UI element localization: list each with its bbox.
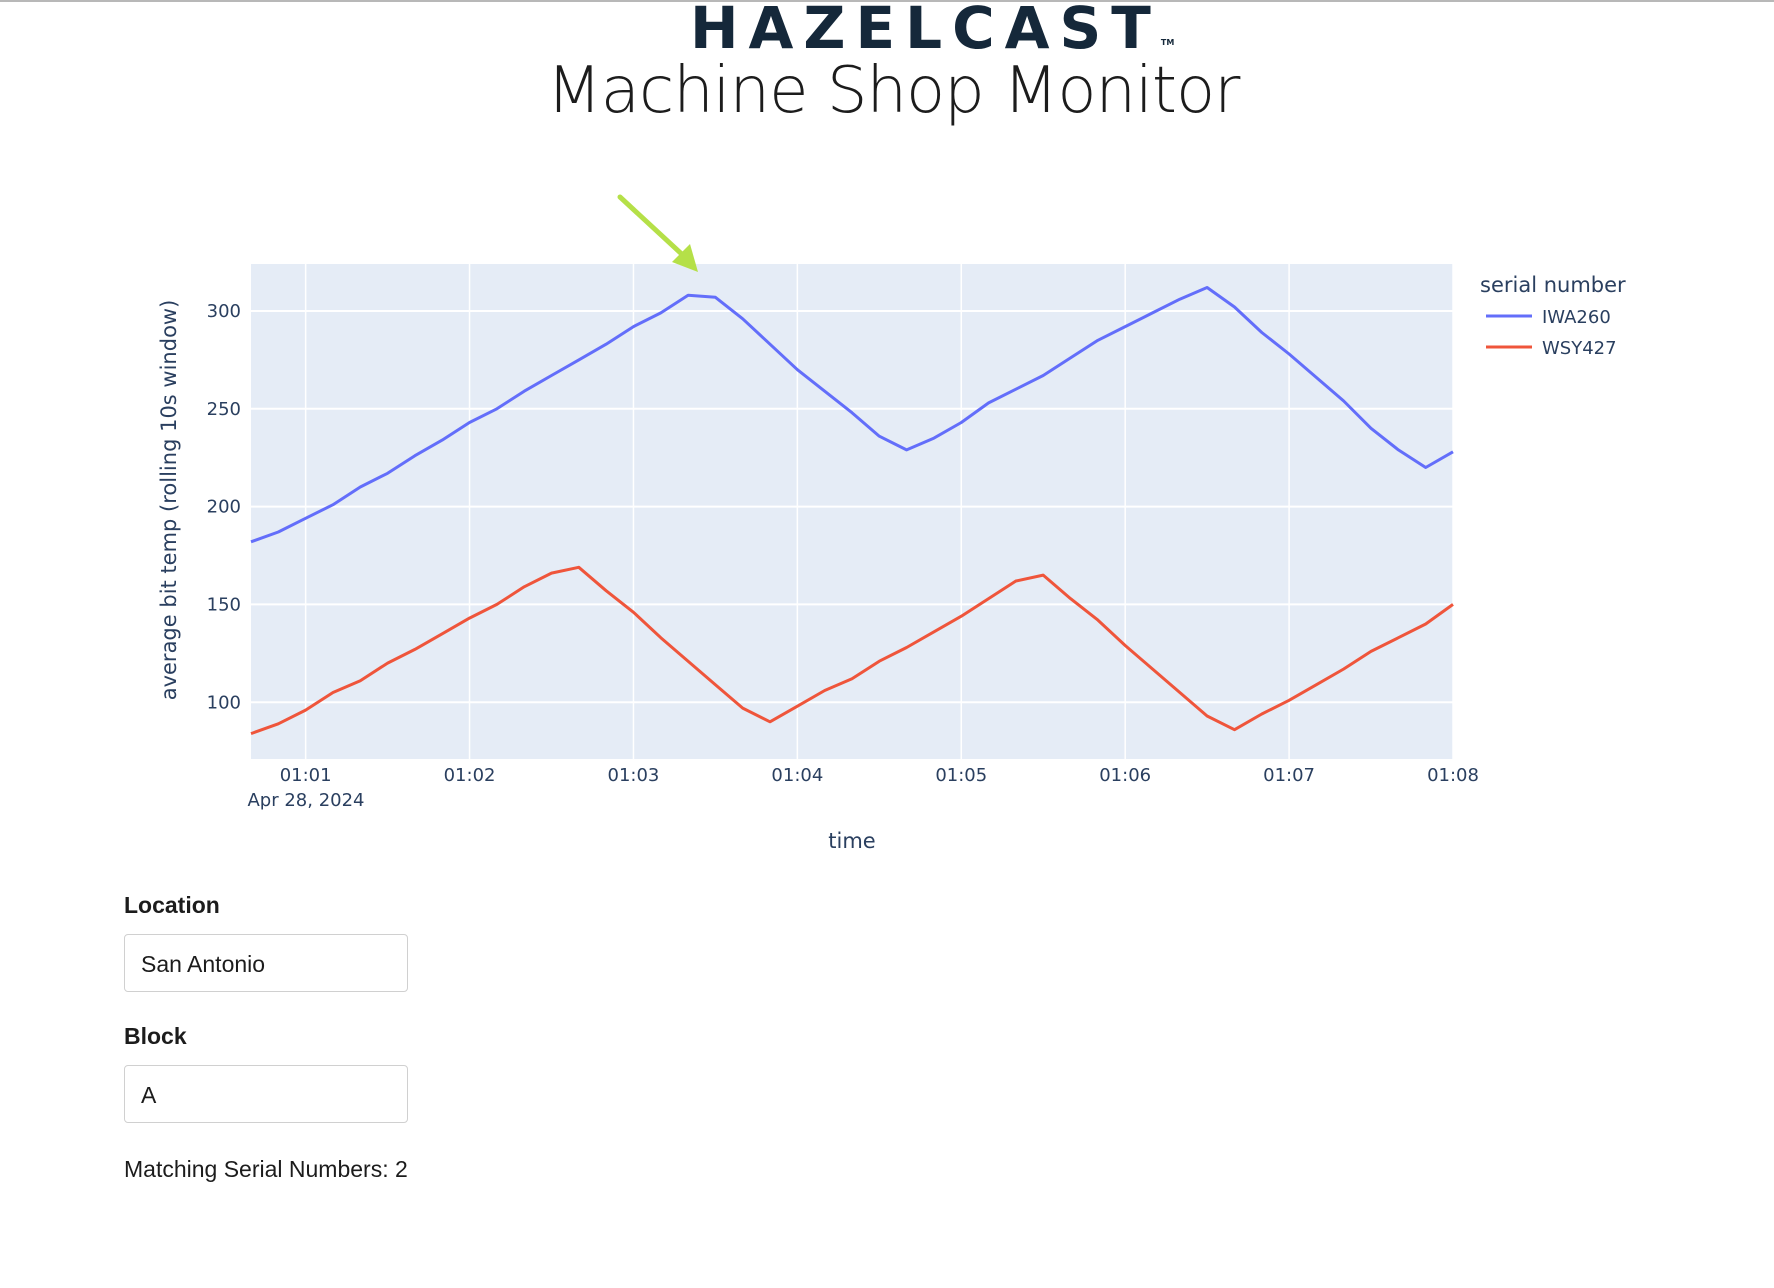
block-label: Block: [124, 1023, 187, 1049]
y-tick-label: 150: [207, 594, 241, 615]
logo-text: HAZELCAST: [690, 0, 1161, 62]
location-label: Location: [124, 892, 220, 918]
page-title: Machine Shop Monitor: [546, 54, 1241, 128]
legend-item-iwa260[interactable]: IWA260: [1542, 307, 1611, 328]
window-top-border: [0, 0, 1774, 2]
series-line-wsy427: [250, 565, 1454, 736]
x-tick-label: 01:02: [444, 765, 496, 786]
x-tick-label: 01:03: [608, 765, 660, 786]
logo-tm: TM: [1160, 38, 1175, 47]
location-input[interactable]: San Antonio: [124, 934, 408, 992]
x-tick-label: 01:01: [280, 765, 332, 786]
y-tick-label: 300: [207, 301, 241, 322]
x-tick-label: 01:08: [1427, 765, 1479, 786]
legend-item-wsy427[interactable]: WSY427: [1542, 338, 1617, 359]
y-axis-label: average bit temp (rolling 10s window): [157, 300, 181, 701]
y-tick-label: 100: [207, 692, 241, 713]
green-arrow-icon: [617, 194, 698, 272]
x-tick-label: 01:04: [771, 765, 823, 786]
x-date-label: Apr 28, 2024: [247, 790, 364, 811]
legend-title: serial number: [1480, 273, 1626, 297]
hazelcast-logo: HAZELCASTTM: [690, 0, 1174, 62]
y-tick-label: 250: [207, 399, 241, 420]
x-tick-label: 01:05: [935, 765, 987, 786]
plot-area[interactable]: [251, 264, 1453, 759]
series-line-iwa260: [250, 286, 1454, 544]
matching-serial-numbers: Matching Serial Numbers: 2: [124, 1156, 408, 1182]
block-input[interactable]: A: [124, 1065, 408, 1123]
temperature-chart: 01:01 01:02 01:03 01:04 01:05 01:06 01:07 01:08…: [157, 194, 1626, 853]
y-tick-label: 200: [207, 497, 241, 518]
x-axis-label: time: [828, 829, 875, 853]
x-tick-label: 01:06: [1099, 765, 1151, 786]
x-tick-label: 01:07: [1263, 765, 1315, 786]
legend: serial number IWA260 WSY427: [1480, 273, 1626, 359]
